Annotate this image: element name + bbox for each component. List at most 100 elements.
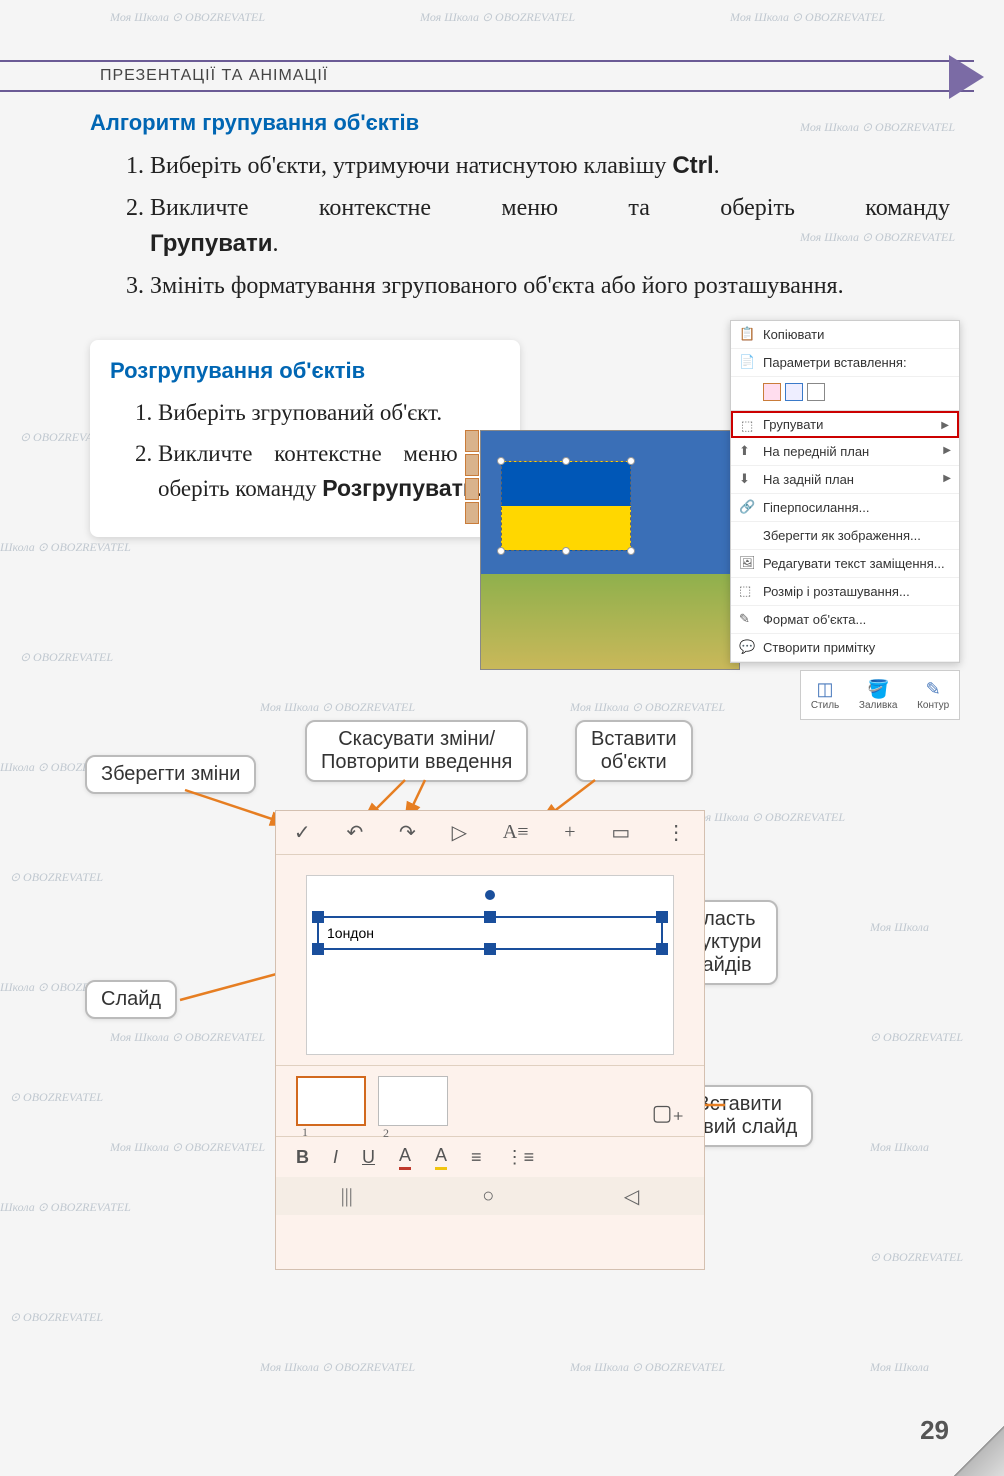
style-icon: ◫ bbox=[811, 679, 839, 700]
mobile-toolbar: ✓ ↶ ↷ ▷ A≡ + ▭ ⋮ bbox=[276, 811, 704, 855]
paste-option-icon[interactable] bbox=[763, 383, 781, 401]
header-text: ПРЕЗЕНТАЦІЇ ТА АНІМАЦІЇ bbox=[100, 67, 328, 85]
ctx-save-image[interactable]: Зберегти як зображення... bbox=[731, 522, 959, 550]
slide-canvas bbox=[480, 430, 740, 670]
outline-icon: ✎ bbox=[917, 679, 949, 700]
selection-handle[interactable] bbox=[497, 457, 505, 465]
recent-apps-icon[interactable]: ||| bbox=[341, 1185, 353, 1208]
bring-front-icon: ⬆ bbox=[739, 443, 755, 459]
italic-button[interactable]: I bbox=[333, 1147, 338, 1168]
resize-handle[interactable] bbox=[484, 943, 496, 955]
ukraine-flag-object[interactable] bbox=[501, 461, 631, 551]
thumb bbox=[465, 502, 479, 524]
link-icon: 🔗 bbox=[739, 499, 755, 515]
resize-handle[interactable] bbox=[656, 943, 668, 955]
mobile-nav-bar: ||| ○ ◁ bbox=[276, 1177, 704, 1215]
undo-icon[interactable]: ↶ bbox=[346, 820, 363, 845]
watermark: Моя Школа ⊙ OBOZREVATEL bbox=[420, 10, 575, 25]
submenu-arrow-icon: ▶ bbox=[943, 473, 951, 484]
paste-option-icon[interactable] bbox=[807, 383, 825, 401]
mobile-editor-diagram: Зберегти зміни Скасувати зміни/ Повторит… bbox=[125, 740, 885, 1340]
page-corner-fold bbox=[954, 1426, 1004, 1476]
section1-list: Виберіть об'єкти, утримуючи натиснутою к… bbox=[90, 148, 954, 304]
watermark: ⊙ OBOZREVATEL bbox=[20, 650, 113, 665]
size-icon: ⬚ bbox=[739, 583, 755, 599]
callout-undo: Скасувати зміни/ Повторити введення bbox=[305, 720, 528, 782]
mobile-format-bar: B I U A A ≡ ⋮≡ bbox=[276, 1137, 704, 1177]
ctx-size-position[interactable]: ⬚Розмір і розташування... bbox=[731, 578, 959, 606]
group-icon: ⬚ bbox=[741, 418, 757, 434]
section2-block: Розгрупування об'єктів Виберіть згрупова… bbox=[90, 340, 520, 537]
list-item: Викличте контекстне меню та оберіть кома… bbox=[150, 190, 954, 262]
ctx-alt-text[interactable]: 🖼Редагувати текст заміщення... bbox=[731, 550, 959, 578]
slide-thumb-2[interactable]: 2 bbox=[378, 1076, 448, 1126]
ctx-format-object[interactable]: ✎Формат об'єкта... bbox=[731, 606, 959, 634]
thumb bbox=[465, 454, 479, 476]
fill-icon: 🪣 bbox=[859, 679, 898, 700]
style-button[interactable]: ◫Стиль bbox=[811, 679, 839, 711]
text-format-icon[interactable]: A≡ bbox=[503, 821, 529, 844]
watermark: Моя Школа ⊙ OBOZREVATEL bbox=[570, 700, 725, 715]
ctx-hyperlink[interactable]: 🔗Гіперпосилання... bbox=[731, 494, 959, 522]
submenu-arrow-icon: ▶ bbox=[941, 420, 949, 431]
fill-button[interactable]: 🪣Заливка bbox=[859, 679, 898, 711]
section2-title: Розгрупування об'єктів bbox=[110, 358, 500, 384]
watermark: Моя Школа ⊙ OBOZREVATEL bbox=[570, 1360, 725, 1375]
selection-handle[interactable] bbox=[497, 547, 505, 555]
underline-button[interactable]: U bbox=[362, 1147, 375, 1168]
ctx-new-comment[interactable]: 💬Створити примітку bbox=[731, 634, 959, 662]
more-icon[interactable]: ⋮ bbox=[666, 820, 686, 845]
check-icon[interactable]: ✓ bbox=[294, 820, 311, 845]
font-color-button[interactable]: A bbox=[399, 1145, 411, 1170]
resize-handle[interactable] bbox=[312, 943, 324, 955]
selection-handle[interactable] bbox=[562, 547, 570, 555]
selection-handle[interactable] bbox=[627, 547, 635, 555]
watermark: ⊙ OBOZREVATEL bbox=[10, 1090, 103, 1105]
ctx-bring-front[interactable]: ⬆На передній план▶ bbox=[731, 438, 959, 466]
watermark: Моя Школа ⊙ OBOZREVATEL bbox=[730, 10, 885, 25]
main-content: Алгоритм групування об'єктів Виберіть об… bbox=[90, 110, 954, 310]
paste-option-icon[interactable] bbox=[785, 383, 803, 401]
page-number: 29 bbox=[920, 1415, 949, 1446]
ctx-paste-options[interactable]: 📄Параметри вставлення: bbox=[731, 349, 959, 377]
align-button[interactable]: ≡ bbox=[471, 1147, 482, 1168]
ctx-group[interactable]: ⬚Групувати▶ bbox=[731, 411, 959, 438]
watermark: Моя Школа ⊙ OBOZREVATEL bbox=[260, 1360, 415, 1375]
resize-handle[interactable] bbox=[312, 911, 324, 923]
paste-sub-icons[interactable] bbox=[731, 377, 959, 411]
outline-button[interactable]: ✎Контур bbox=[917, 679, 949, 711]
mobile-slide-canvas[interactable]: 1ондон bbox=[306, 875, 674, 1055]
plus-icon[interactable]: + bbox=[564, 821, 575, 844]
add-slide-icon[interactable]: ▢₊ bbox=[652, 1100, 684, 1126]
comment-icon: 💬 bbox=[739, 639, 755, 655]
format-icon: ✎ bbox=[739, 611, 755, 627]
ctx-send-back[interactable]: ⬇На задній план▶ bbox=[731, 466, 959, 494]
highlight-button[interactable]: A bbox=[435, 1145, 447, 1170]
selection-handle[interactable] bbox=[627, 457, 635, 465]
resize-handle[interactable] bbox=[484, 911, 496, 923]
mobile-textbox[interactable]: 1ондон bbox=[317, 916, 663, 950]
callout-insert: Вставити об'єкти bbox=[575, 720, 693, 782]
thumb bbox=[465, 478, 479, 500]
mobile-slide-thumbnails: 1 2 ▢₊ bbox=[276, 1065, 704, 1137]
comment-icon[interactable]: ▭ bbox=[611, 820, 630, 845]
resize-handle[interactable] bbox=[656, 911, 668, 923]
page-header: ПРЕЗЕНТАЦІЇ ТА АНІМАЦІЇ bbox=[0, 60, 974, 92]
header-arrow-icon bbox=[949, 55, 984, 99]
bold-button[interactable]: B bbox=[296, 1147, 309, 1168]
watermark: Школа ⊙ OBOZREVATEL bbox=[0, 540, 131, 555]
copy-icon: 📋 bbox=[739, 326, 755, 342]
list-button[interactable]: ⋮≡ bbox=[506, 1147, 535, 1168]
home-icon[interactable]: ○ bbox=[482, 1185, 494, 1208]
selection-handle[interactable] bbox=[562, 457, 570, 465]
callout-save: Зберегти зміни bbox=[85, 755, 256, 794]
slide-thumb-1[interactable]: 1 bbox=[296, 1076, 366, 1126]
ctx-copy[interactable]: 📋Копіювати bbox=[731, 321, 959, 349]
back-icon[interactable]: ◁ bbox=[624, 1184, 639, 1209]
rotate-handle[interactable] bbox=[485, 890, 495, 900]
play-icon[interactable]: ▷ bbox=[452, 820, 467, 845]
redo-icon[interactable]: ↷ bbox=[399, 820, 416, 845]
list-item: Виберіть згрупований об'єкт. bbox=[158, 396, 500, 431]
list-item: Змініть форматування згрупованого об'єкт… bbox=[150, 268, 954, 304]
powerpoint-screenshot: 📋Копіювати 📄Параметри вставлення: ⬚Групу… bbox=[480, 320, 960, 670]
